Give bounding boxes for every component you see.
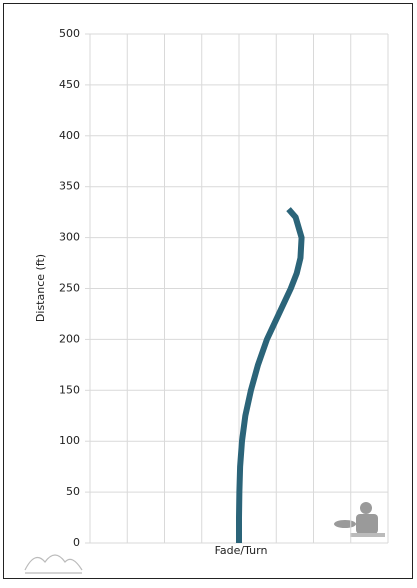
flight-path [236, 207, 305, 543]
y-tick-label: 100 [59, 434, 80, 447]
y-tick-label: 500 [59, 27, 80, 40]
y-tick-label: 300 [59, 231, 80, 244]
y-tick-label: 450 [59, 78, 80, 91]
chart-frame [3, 3, 413, 579]
y-axis-label: Distance (ft) [34, 254, 47, 322]
y-tick-label: 200 [59, 332, 80, 345]
y-tick-label: 350 [59, 180, 80, 193]
watermark [24, 554, 83, 574]
y-tick-label: 150 [59, 383, 80, 396]
x-axis-label: Fade/Turn [215, 544, 268, 557]
y-tick-label: 50 [66, 485, 80, 498]
y-tick-label: 0 [73, 536, 80, 549]
y-tick-label: 400 [59, 129, 80, 142]
y-tick-label: 250 [59, 282, 80, 295]
